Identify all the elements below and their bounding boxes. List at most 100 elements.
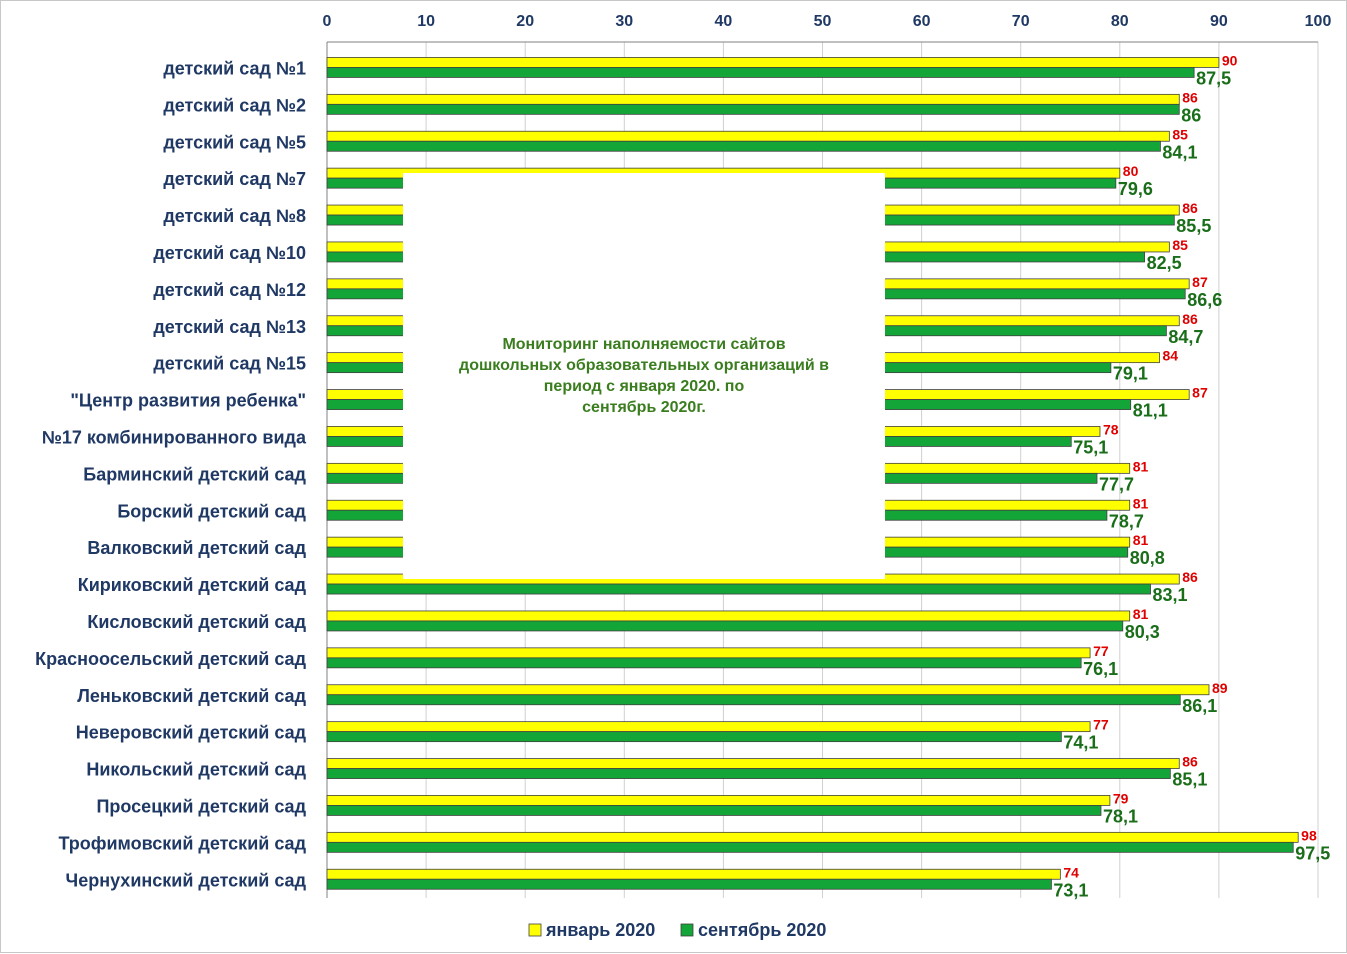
- bar-september: [326, 620, 1124, 632]
- category-label: детский сад №8: [163, 206, 306, 226]
- category-label: Неверовский детский сад: [76, 723, 307, 743]
- bar-january: [326, 795, 1111, 806]
- category-label: №17 комбинированного вида: [42, 427, 307, 447]
- data-label-september: 80,8: [1130, 548, 1165, 568]
- data-label-september: 97,5: [1295, 843, 1330, 863]
- data-label-september: 80,3: [1125, 622, 1160, 642]
- data-label-january: 86: [1182, 89, 1198, 105]
- x-tick-label: 30: [615, 13, 633, 30]
- category-label: Никольский детский сад: [86, 760, 306, 780]
- category-label: Леньковский детский сад: [77, 686, 306, 706]
- data-label-january: 79: [1113, 790, 1129, 806]
- data-label-january: 89: [1212, 680, 1228, 696]
- bar-september: [326, 657, 1082, 669]
- bar-september: [326, 805, 1102, 816]
- data-label-september: 85,1: [1172, 770, 1207, 790]
- bar-september: [326, 583, 1151, 595]
- bar-september: [326, 103, 1180, 115]
- data-label-january: 81: [1133, 606, 1149, 622]
- bar-september: [326, 768, 1171, 779]
- data-label-january: 86: [1182, 754, 1198, 770]
- data-label-january: 81: [1133, 532, 1149, 548]
- data-label-january: 86: [1182, 311, 1198, 327]
- data-label-september: 79,1: [1113, 364, 1148, 384]
- data-label-january: 80: [1123, 163, 1139, 179]
- bar-january: [326, 684, 1210, 696]
- chart-annotation: Мониторинг наполняемости сайтов дошкольн…: [459, 336, 829, 416]
- bar-january: [326, 758, 1180, 769]
- data-label-september: 76,1: [1083, 659, 1118, 679]
- data-label-september: 86,1: [1182, 696, 1217, 716]
- bar-september: [326, 694, 1181, 706]
- category-label: Чернухинский детский сад: [66, 870, 307, 890]
- data-label-january: 84: [1162, 348, 1178, 364]
- data-label-september: 75,1: [1073, 437, 1108, 457]
- bar-september: [326, 67, 1195, 78]
- data-label-january: 98: [1301, 827, 1317, 843]
- data-label-september: 82,5: [1147, 253, 1182, 273]
- bar-january: [326, 831, 1299, 843]
- bar-september: [326, 140, 1161, 152]
- data-label-january: 81: [1133, 495, 1149, 511]
- data-label-january: 74: [1063, 864, 1079, 880]
- x-tick-label: 100: [1305, 13, 1332, 30]
- category-label: Валковский детский сад: [87, 538, 306, 558]
- data-label-september: 79,6: [1118, 179, 1153, 199]
- category-label: детский сад №2: [163, 95, 306, 115]
- bar-september: [326, 841, 1294, 853]
- data-label-january: 87: [1192, 385, 1208, 401]
- category-label: Красноосельский детский сад: [35, 649, 306, 669]
- data-label-september: 77,7: [1099, 474, 1134, 494]
- legend: январь 2020 сентябрь 2020: [528, 920, 826, 940]
- data-label-september: 86: [1181, 105, 1201, 125]
- data-label-september: 85,5: [1176, 216, 1211, 236]
- data-label-january: 81: [1133, 458, 1149, 474]
- category-label: Барминский детский сад: [83, 464, 306, 484]
- data-label-september: 84,7: [1168, 327, 1203, 347]
- bar-september: [326, 731, 1062, 743]
- data-label-september: 83,1: [1153, 585, 1188, 605]
- legend-swatch-september: [680, 923, 694, 937]
- bar-september: [326, 878, 1052, 890]
- data-label-september: 78,1: [1103, 806, 1138, 826]
- legend-label-september: сентябрь 2020: [698, 920, 826, 940]
- data-label-september: 86,6: [1187, 290, 1222, 310]
- category-label: Просецкий детский сад: [96, 796, 306, 816]
- category-label: Кисловский детский сад: [87, 612, 306, 632]
- x-tick-label: 50: [814, 13, 832, 30]
- data-labels: 9087,586868584,18079,68685,58582,58786,6…: [1053, 52, 1330, 900]
- annotation-box: Мониторинг наполняемости сайтов дошкольн…: [403, 173, 885, 579]
- data-label-september: 78,7: [1109, 511, 1144, 531]
- bar-january: [326, 57, 1220, 68]
- legend-swatch-january: [528, 923, 542, 937]
- data-label-september: 84,1: [1162, 142, 1197, 162]
- data-label-january: 90: [1222, 52, 1238, 68]
- data-label-january: 87: [1192, 274, 1208, 290]
- x-tick-label: 90: [1210, 13, 1228, 30]
- category-label: детский сад №5: [163, 132, 306, 152]
- x-tick-label: 0: [323, 13, 332, 30]
- category-label: "Центр развития ребенка": [70, 391, 306, 411]
- category-label: детский сад №10: [153, 243, 306, 263]
- bar-january: [326, 610, 1131, 622]
- category-label: детский сад №7: [163, 169, 306, 189]
- bar-january: [326, 93, 1180, 105]
- x-tick-label: 20: [516, 13, 534, 30]
- category-label: Трофимовский детский сад: [58, 833, 306, 853]
- bar-january: [326, 721, 1091, 733]
- data-label-january: 77: [1093, 643, 1109, 659]
- category-label: Кириковский детский сад: [78, 575, 307, 595]
- data-label-september: 74,1: [1063, 733, 1098, 753]
- x-tick-label: 80: [1111, 13, 1129, 30]
- legend-label-january: январь 2020: [545, 920, 655, 940]
- data-label-january: 77: [1093, 717, 1109, 733]
- y-axis-labels: детский сад №1 детский сад №2 детский сад …: [35, 58, 307, 890]
- x-tick-label: 40: [715, 13, 733, 30]
- data-label-january: 86: [1182, 569, 1198, 585]
- category-label: детский сад №12: [153, 280, 306, 300]
- data-label-september: 73,1: [1053, 880, 1088, 900]
- category-label: Борский детский сад: [117, 501, 306, 521]
- category-label: детский сад №1: [163, 58, 306, 78]
- bar-january: [326, 647, 1091, 659]
